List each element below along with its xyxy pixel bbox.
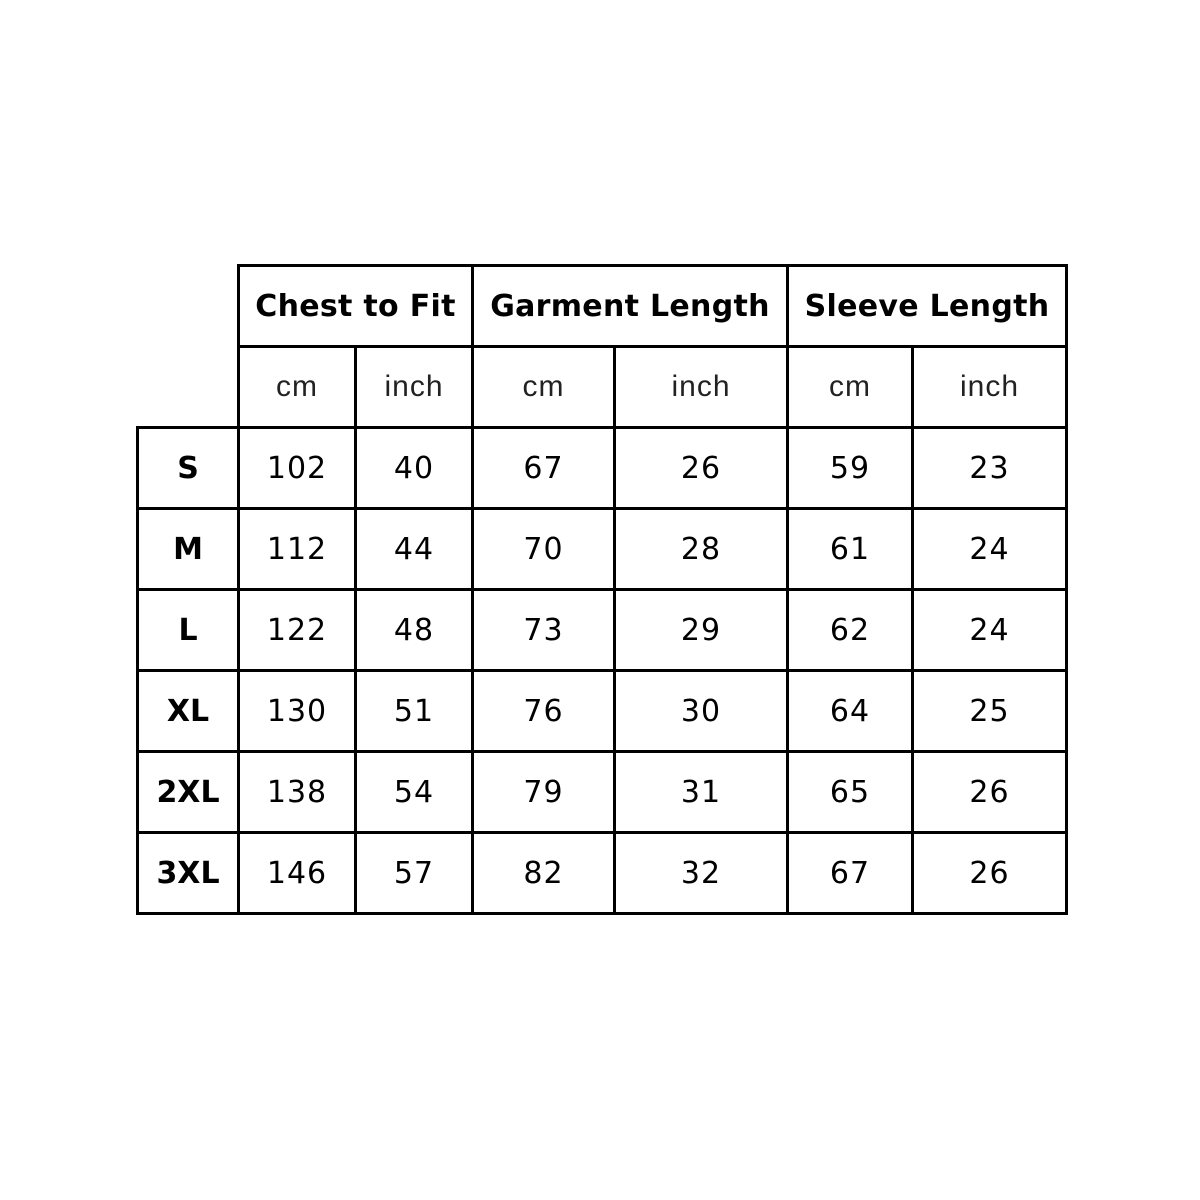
value-cell: 130 [237,669,357,753]
value-cell: 25 [911,669,1068,753]
value-cell: 102 [237,426,357,510]
value-cell: 51 [354,669,474,753]
value-cell: 31 [613,750,789,834]
value-cell: 32 [613,831,789,915]
table-row: L 122 48 73 29 62 24 [136,588,1068,672]
size-label-cell: M [136,507,240,591]
value-cell: 54 [354,750,474,834]
unit-header-row: cm inch cm inch cm inch [138,345,1068,429]
header-chest-to-fit: Chest to Fit [237,264,474,348]
unit-cell: inch [613,345,789,429]
value-cell: 23 [911,426,1068,510]
size-label-cell: XL [136,669,240,753]
value-cell: 73 [471,588,616,672]
table-row: 2XL 138 54 79 31 65 26 [136,750,1068,834]
value-cell: 59 [786,426,914,510]
group-header-row: Chest to Fit Garment Length Sleeve Lengt… [137,264,1068,429]
unit-cell: cm [786,345,914,429]
value-cell: 112 [237,507,357,591]
table-row: S 102 40 67 26 59 23 [136,426,1068,510]
value-cell: 79 [471,750,616,834]
empty-corner-cell [137,265,240,429]
value-cell: 24 [911,507,1068,591]
size-label-cell: 3XL [136,831,240,915]
value-cell: 146 [237,831,357,915]
value-cell: 28 [613,507,789,591]
header-sleeve-length: Sleeve Length [786,264,1068,348]
value-cell: 122 [237,588,357,672]
value-cell: 64 [786,669,914,753]
value-cell: 40 [354,426,474,510]
value-cell: 24 [911,588,1068,672]
value-cell: 61 [786,507,914,591]
unit-cell: inch [354,345,474,429]
value-cell: 70 [471,507,616,591]
value-cell: 30 [613,669,789,753]
value-cell: 82 [471,831,616,915]
table-row: 3XL 146 57 82 32 67 26 [136,831,1068,915]
size-label-cell: L [136,588,240,672]
value-cell: 65 [786,750,914,834]
table-row: M 112 44 70 28 61 24 [136,507,1068,591]
size-chart-table: Chest to Fit Garment Length Sleeve Lengt… [136,264,1068,915]
value-cell: 44 [354,507,474,591]
unit-cell: inch [911,345,1068,429]
header-garment-length: Garment Length [471,264,789,348]
value-cell: 26 [613,426,789,510]
unit-cell: cm [471,345,616,429]
value-cell: 48 [354,588,474,672]
value-cell: 26 [911,750,1068,834]
value-cell: 57 [354,831,474,915]
value-cell: 26 [911,831,1068,915]
value-cell: 138 [237,750,357,834]
value-cell: 29 [613,588,789,672]
table-row: XL 130 51 76 30 64 25 [136,669,1068,753]
value-cell: 67 [471,426,616,510]
value-cell: 62 [786,588,914,672]
value-cell: 67 [786,831,914,915]
value-cell: 76 [471,669,616,753]
size-label-cell: 2XL [136,750,240,834]
size-label-cell: S [136,426,240,510]
unit-cell: cm [237,345,357,429]
